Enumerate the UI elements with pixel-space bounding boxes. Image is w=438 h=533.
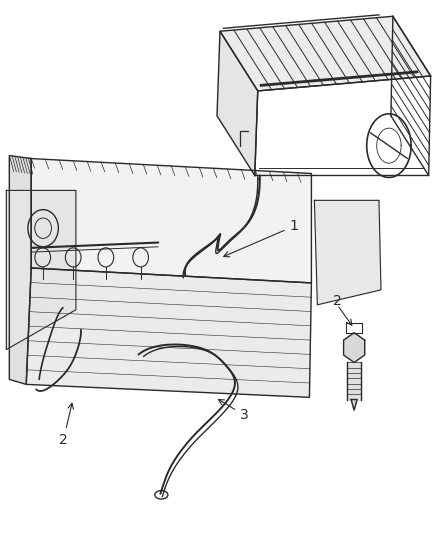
Polygon shape	[314, 200, 381, 305]
Text: 2: 2	[59, 403, 74, 447]
Text: 1: 1	[224, 219, 298, 257]
Polygon shape	[347, 362, 361, 400]
Polygon shape	[220, 17, 431, 91]
Polygon shape	[9, 156, 31, 384]
Polygon shape	[351, 400, 357, 410]
Polygon shape	[26, 268, 311, 397]
Polygon shape	[7, 190, 76, 350]
Text: 2: 2	[333, 294, 342, 308]
Polygon shape	[343, 333, 365, 362]
Text: 3: 3	[219, 399, 249, 422]
Polygon shape	[31, 158, 311, 283]
Polygon shape	[217, 31, 258, 175]
